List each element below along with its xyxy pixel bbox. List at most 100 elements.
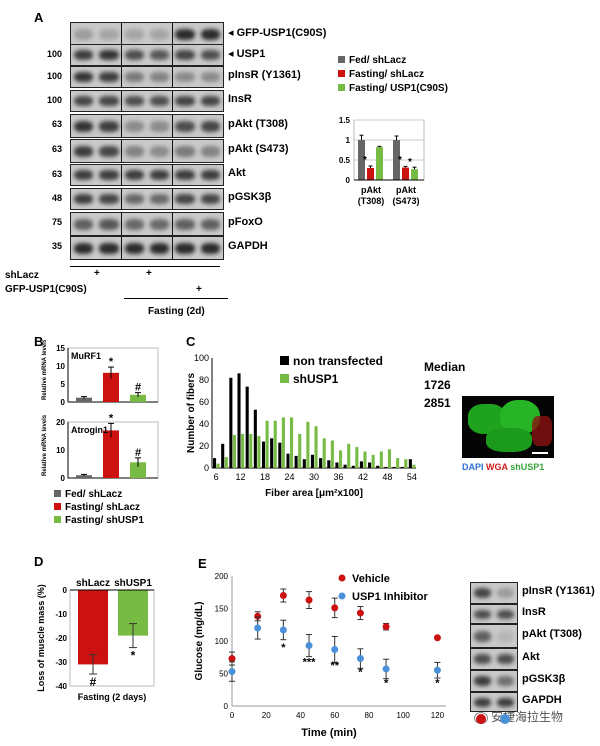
panel-e-label: E bbox=[198, 556, 207, 571]
histogram-bar bbox=[224, 457, 228, 468]
histogram-bar bbox=[322, 438, 326, 468]
western-blot-strip bbox=[70, 114, 224, 138]
protein-band bbox=[99, 145, 119, 157]
blot-condition-markers bbox=[476, 714, 516, 724]
lane-divider bbox=[121, 165, 122, 185]
data-point bbox=[228, 668, 236, 676]
y-tick-label: 0 bbox=[61, 474, 66, 483]
western-blot-strip bbox=[70, 139, 224, 163]
y-tick-label: 15 bbox=[56, 344, 65, 353]
significance-mark: * bbox=[435, 678, 440, 690]
lane-divider bbox=[172, 140, 173, 162]
x-tick-label: 12 bbox=[236, 472, 246, 482]
protein-band bbox=[150, 50, 170, 60]
y-axis-label: Glucose (mg/dL) bbox=[194, 602, 205, 681]
histogram-bar bbox=[232, 435, 236, 468]
chart-title: Atrogin1 bbox=[71, 425, 108, 435]
protein-band bbox=[496, 588, 515, 598]
legend-swatch bbox=[280, 356, 289, 365]
protein-band bbox=[124, 50, 144, 60]
protein-band bbox=[200, 96, 220, 106]
bar bbox=[78, 590, 108, 665]
histogram-bar bbox=[298, 433, 302, 468]
protein-band bbox=[200, 218, 220, 230]
histogram-bar bbox=[229, 377, 233, 468]
blot-label: pAkt (T308) bbox=[522, 628, 582, 640]
legend-item: Fasting/ shUSP1 bbox=[54, 514, 144, 527]
protein-band bbox=[99, 120, 119, 132]
fluorescence-micrograph bbox=[462, 396, 554, 458]
western-blot-strip bbox=[70, 22, 224, 46]
significance-mark: # bbox=[135, 447, 141, 459]
western-blot-strip bbox=[470, 624, 518, 648]
protein-band bbox=[175, 96, 195, 106]
protein-band bbox=[473, 630, 492, 642]
histogram-bar bbox=[314, 426, 318, 468]
legend-item: Fed/ shLacz bbox=[338, 54, 448, 68]
blot-label: ◂ GFP-USP1(C90S) bbox=[228, 27, 327, 39]
significance-mark: * bbox=[398, 155, 402, 166]
molecular-weight-marker: 63 bbox=[51, 144, 62, 154]
y-tick-label: 50 bbox=[219, 670, 228, 679]
protein-band bbox=[150, 28, 170, 40]
protein-band bbox=[99, 28, 119, 40]
shlacz-row-label: shLacz bbox=[5, 270, 39, 281]
bar bbox=[376, 147, 383, 180]
protein-band bbox=[124, 120, 144, 132]
gfp-usp1-row-label: GFP-USP1(C90S) bbox=[5, 284, 87, 295]
blot-label: GAPDH bbox=[228, 240, 268, 252]
panel-b-label: B bbox=[34, 334, 44, 349]
blot-label: pInsR (Y1361) bbox=[228, 69, 301, 81]
lane-divider bbox=[121, 140, 122, 162]
legend-item: Fed/ shLacz bbox=[54, 488, 144, 501]
x-tick-label: (T308) bbox=[358, 196, 385, 206]
significance-mark: *** bbox=[303, 657, 317, 669]
lane-divider bbox=[172, 67, 173, 87]
y-tick-label: 0 bbox=[63, 586, 68, 595]
western-blot-strip bbox=[70, 188, 224, 210]
y-tick-label: 0 bbox=[346, 176, 351, 185]
lane-divider bbox=[172, 213, 173, 235]
x-tick-label: pAkt bbox=[361, 185, 381, 195]
muscle-mass-chart: 0 -10 -20 -30 -40 shLacz # shUSP1 * Fasting (2 da… bbox=[36, 578, 155, 702]
bar bbox=[76, 397, 92, 402]
histogram-bar bbox=[330, 440, 334, 468]
histogram-bar bbox=[265, 420, 269, 468]
protein-band bbox=[124, 28, 144, 40]
western-blot-strip bbox=[470, 670, 518, 692]
lane-divider bbox=[70, 266, 220, 267]
histogram-bar bbox=[257, 436, 261, 468]
protein-band bbox=[200, 72, 220, 82]
protein-band bbox=[175, 72, 195, 82]
panel-d-label: D bbox=[34, 554, 44, 569]
western-blot-strip bbox=[70, 236, 224, 260]
legend-label: USP1 Inhibitor bbox=[352, 591, 429, 603]
x-tick-label: pAkt bbox=[396, 185, 416, 195]
blot-label: pAkt (S473) bbox=[228, 143, 289, 155]
molecular-weight-marker: 100 bbox=[46, 71, 62, 81]
histogram-bar bbox=[371, 454, 375, 468]
histogram-bar bbox=[376, 465, 380, 468]
protein-band bbox=[150, 218, 170, 230]
molecular-weight-marker: 35 bbox=[51, 241, 62, 251]
bar bbox=[411, 169, 418, 180]
panel-b-legend: Fed/ shLacz Fasting/ shLacz Fasting/ shU… bbox=[54, 488, 144, 527]
data-point bbox=[433, 634, 441, 642]
molecular-weight-marker: 100 bbox=[46, 95, 62, 105]
western-blot-strip bbox=[470, 604, 518, 624]
x-tick-label: 18 bbox=[260, 472, 270, 482]
histogram-bar bbox=[408, 459, 412, 468]
data-point bbox=[331, 645, 339, 653]
western-blot-strip bbox=[70, 212, 224, 236]
protein-band bbox=[496, 654, 515, 664]
data-point bbox=[228, 655, 236, 663]
histogram-bar bbox=[335, 462, 339, 468]
histogram-bar bbox=[273, 420, 277, 468]
blot-label: pAkt (T308) bbox=[228, 118, 288, 130]
histogram-bar bbox=[412, 464, 416, 468]
lane-divider bbox=[172, 237, 173, 259]
lane-divider bbox=[121, 23, 122, 45]
histogram-bar bbox=[392, 466, 396, 468]
protein-band bbox=[150, 72, 170, 82]
